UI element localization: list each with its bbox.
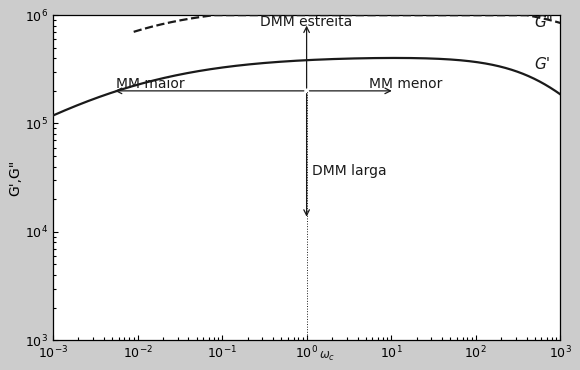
Text: MM maior: MM maior [115, 77, 184, 91]
Y-axis label: G',G": G',G" [8, 159, 23, 196]
Text: $\omega_c$: $\omega_c$ [319, 350, 335, 363]
Text: DMM larga: DMM larga [312, 164, 387, 178]
Text: G': G' [535, 57, 551, 72]
Text: MM menor: MM menor [369, 77, 443, 91]
Text: G": G" [535, 15, 554, 30]
Text: DMM estreita: DMM estreita [260, 15, 353, 28]
